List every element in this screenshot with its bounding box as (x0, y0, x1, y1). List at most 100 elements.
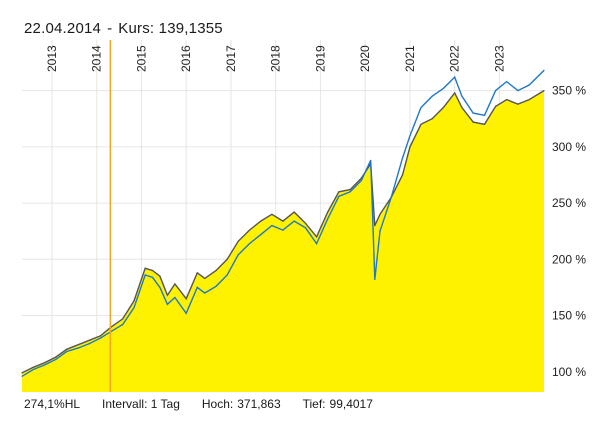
data-point (66, 350, 68, 353)
data-point (215, 285, 217, 287)
y-tick-label: 350 % (552, 84, 586, 98)
data-point (483, 123, 486, 125)
kurs-value: 139,1355 (158, 20, 223, 37)
crosshair-date: 22.04.2014 (24, 20, 102, 37)
data-point (327, 211, 329, 213)
x-tick-label: 2019 (313, 45, 327, 72)
data-point (32, 368, 34, 371)
y-tick-label: 200 % (552, 252, 586, 266)
data-point (370, 159, 372, 161)
hoch-value: 371,863 (237, 397, 281, 411)
data-point (293, 211, 295, 213)
data-point (237, 240, 239, 242)
data-point (204, 277, 206, 279)
header-separator: - (107, 20, 113, 37)
data-point (528, 84, 530, 86)
data-point (442, 106, 444, 109)
data-point (21, 375, 23, 377)
data-point (159, 286, 161, 288)
hl-value: 274,1%HL (24, 397, 81, 411)
data-point (196, 272, 198, 274)
chart-footer: 274,1%HL Intervall: 1 Tag Hoch: 371,863 Tief… (24, 397, 395, 411)
data-point (506, 81, 508, 83)
data-point (237, 254, 239, 256)
x-tick-label: 2023 (492, 45, 506, 72)
data-point (390, 196, 392, 198)
data-point (77, 347, 79, 349)
data-point (316, 243, 318, 245)
data-point (151, 276, 154, 278)
kurs-label: Kurs: (118, 20, 155, 37)
data-point (472, 112, 474, 114)
y-tick-label: 100 % (552, 365, 586, 379)
data-point (454, 76, 456, 78)
x-tick-label: 2013 (45, 45, 59, 72)
data-point (248, 243, 251, 245)
data-point (144, 274, 146, 276)
data-point (293, 220, 295, 222)
data-point (304, 227, 307, 229)
data-point (483, 114, 486, 116)
data-point (88, 343, 90, 345)
data-point (360, 180, 362, 182)
data-point (110, 330, 112, 332)
data-point (379, 213, 381, 215)
data-point (32, 366, 34, 368)
data-point (99, 335, 102, 337)
data-point (55, 358, 57, 360)
data-point (185, 298, 187, 300)
x-tick-label: 2020 (358, 45, 372, 72)
y-axis-ticks: 100 % 150 % 200 % 250 % 300 % 350 % (552, 84, 586, 379)
line-layer (21, 69, 545, 377)
data-point (215, 269, 217, 272)
data-point (248, 229, 251, 231)
x-tick-label: 2017 (224, 45, 238, 72)
data-point (401, 157, 404, 159)
data-point (461, 95, 463, 97)
data-point (495, 90, 497, 92)
data-point (316, 236, 318, 238)
data-point (122, 323, 124, 326)
x-axis-ticks: 2013 2014 2015 2016 2017 2018 2019 2020 2021 2022… (45, 45, 506, 72)
y-tick-label: 300 % (552, 140, 586, 154)
data-point (122, 318, 124, 320)
data-point (55, 356, 57, 358)
data-point (271, 225, 273, 227)
data-point (151, 269, 154, 272)
data-point (409, 146, 411, 148)
data-point (226, 274, 228, 276)
data-point (420, 123, 422, 125)
data-point (204, 292, 206, 294)
data-point (166, 303, 168, 305)
data-point (543, 90, 545, 92)
data-point (88, 339, 90, 341)
data-point (260, 234, 262, 236)
data-point (185, 312, 187, 314)
data-point (260, 220, 262, 222)
data-point (77, 344, 79, 346)
data-point (431, 118, 433, 120)
intervall-value: Intervall: 1 Tag (102, 397, 180, 411)
data-point (528, 99, 530, 101)
data-point (43, 364, 46, 366)
x-tick-label: 2015 (134, 45, 148, 72)
data-point (144, 267, 146, 269)
hoch-label: Hoch: (201, 397, 234, 411)
data-point (174, 283, 176, 285)
data-point (420, 106, 422, 109)
data-point (461, 106, 463, 109)
data-point (506, 99, 508, 101)
data-point (327, 218, 329, 220)
data-point (196, 286, 198, 288)
data-point (110, 326, 112, 328)
data-point (454, 92, 456, 94)
data-point (374, 278, 376, 281)
data-point (374, 225, 376, 227)
data-point (349, 191, 351, 193)
data-point (338, 195, 340, 197)
data-point (282, 220, 284, 222)
x-tick-label: 2018 (269, 45, 283, 72)
data-point (401, 174, 404, 176)
